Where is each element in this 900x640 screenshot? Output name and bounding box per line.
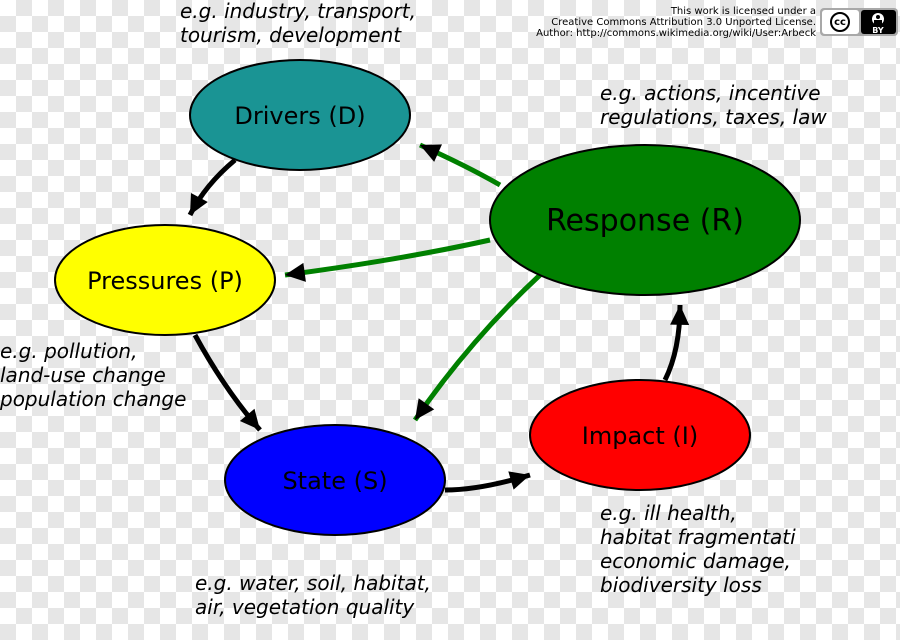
node-drivers: Drivers (D) — [190, 60, 410, 170]
node-label-impact: Impact (I) — [582, 422, 698, 450]
example-response: e.g. actions, incentiveregulations, taxe… — [600, 81, 827, 129]
example-state: e.g. water, soil, habitat,air, vegetatio… — [195, 571, 431, 619]
node-label-state: State (S) — [282, 467, 387, 495]
cc-text: cc — [834, 17, 846, 28]
example-drivers: e.g. industry, transport,tourism, develo… — [180, 0, 416, 47]
edge-response-state — [415, 275, 540, 420]
node-label-response: Response (R) — [546, 204, 744, 239]
edge-response-pressures — [285, 240, 490, 282]
node-pressures: Pressures (P) — [55, 225, 275, 335]
node-label-pressures: Pressures (P) — [87, 267, 243, 295]
license-line-3: Author: http://commons.wikimedia.org/wik… — [536, 28, 816, 39]
edge-drivers-pressures — [190, 160, 235, 215]
edge-impact-response — [665, 305, 689, 380]
dpsir-diagram: This work is licensed under a Creative C… — [0, 0, 900, 640]
by-text: BY — [872, 26, 884, 35]
node-label-drivers: Drivers (D) — [234, 102, 365, 130]
node-response: Response (R) — [490, 145, 800, 295]
arrowhead-icon — [415, 398, 434, 420]
edge-response-drivers — [420, 144, 500, 185]
license-line-2: Creative Commons Attribution 3.0 Unporte… — [551, 17, 816, 28]
license-block: This work is licensed under a Creative C… — [536, 6, 898, 39]
example-pressures: e.g. pollution,land-use changepopulation… — [0, 339, 186, 411]
arrowhead-icon — [670, 305, 689, 325]
node-impact: Impact (I) — [530, 380, 750, 490]
node-state: State (S) — [225, 425, 445, 535]
nodes-group: Drivers (D) Pressures (P) State (S) Impact … — [55, 60, 800, 535]
edge-pressures-state — [195, 335, 260, 430]
edge-state-impact — [445, 471, 530, 490]
license-line-1: This work is licensed under a — [670, 6, 816, 17]
cc-by-badge: cc BY — [820, 8, 898, 36]
example-impact: e.g. ill health,habitat fragmentatiecono… — [600, 501, 796, 597]
